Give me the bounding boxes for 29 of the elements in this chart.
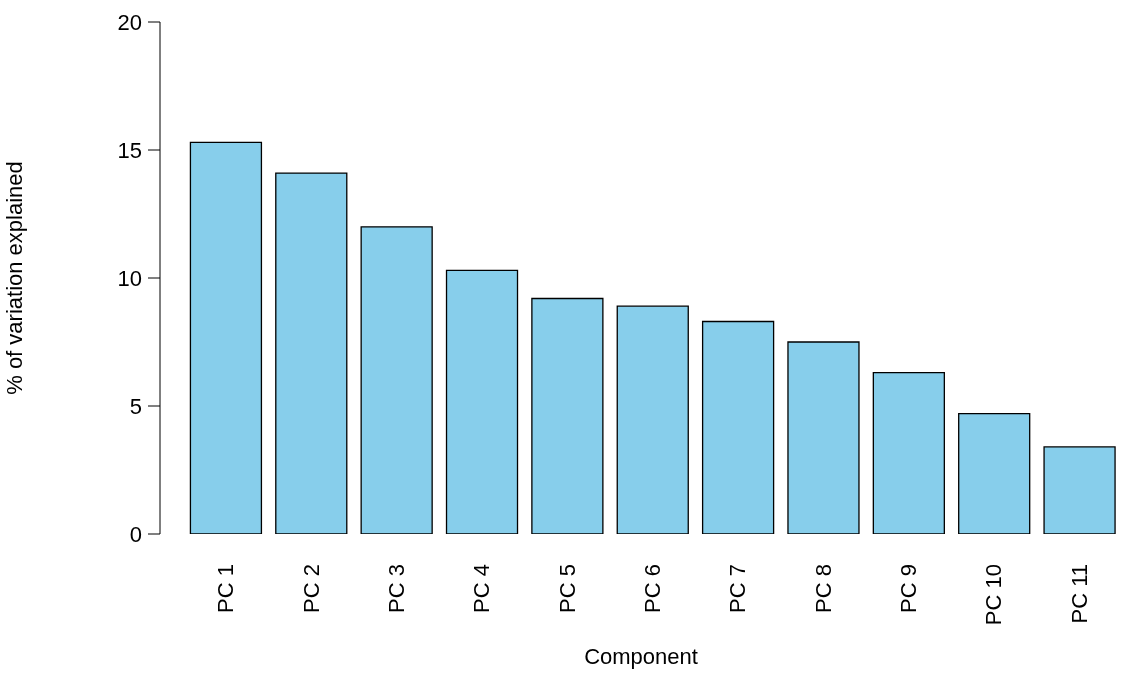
x-tick-label: PC 8: [810, 564, 836, 613]
x-axis-title: Component: [584, 644, 698, 669]
y-tick-label: 15: [117, 137, 142, 163]
x-tick-label: PC 1: [213, 564, 239, 613]
y-tick-label: 10: [117, 265, 142, 291]
y-axis-title: % of variation explained: [1, 161, 27, 395]
bar: [531, 297, 604, 534]
x-tick-label: PC 7: [725, 564, 751, 613]
x-tick-label: PC 10: [981, 564, 1007, 626]
bar: [701, 320, 775, 534]
x-tick-label: PC 9: [896, 564, 922, 613]
x-tick-label: PC 2: [298, 564, 324, 613]
bar: [787, 341, 860, 534]
x-tick-label: PC 11: [1066, 564, 1092, 624]
y-tick-label: 0: [129, 521, 142, 547]
y-tick-label: 5: [129, 393, 142, 419]
bar: [958, 413, 1031, 534]
x-tick-label: PC 5: [554, 564, 580, 613]
bar: [872, 372, 945, 534]
x-tick-label: PC 3: [383, 564, 409, 613]
bar: [360, 226, 433, 534]
bar: [189, 141, 263, 534]
bar: [1043, 446, 1116, 534]
bar: [616, 305, 689, 534]
bar: [445, 269, 519, 534]
bar: [275, 172, 348, 534]
x-tick-label: PC 6: [640, 564, 665, 613]
x-tick-label: PC 4: [469, 564, 495, 613]
y-tick-label: 20: [117, 9, 142, 35]
